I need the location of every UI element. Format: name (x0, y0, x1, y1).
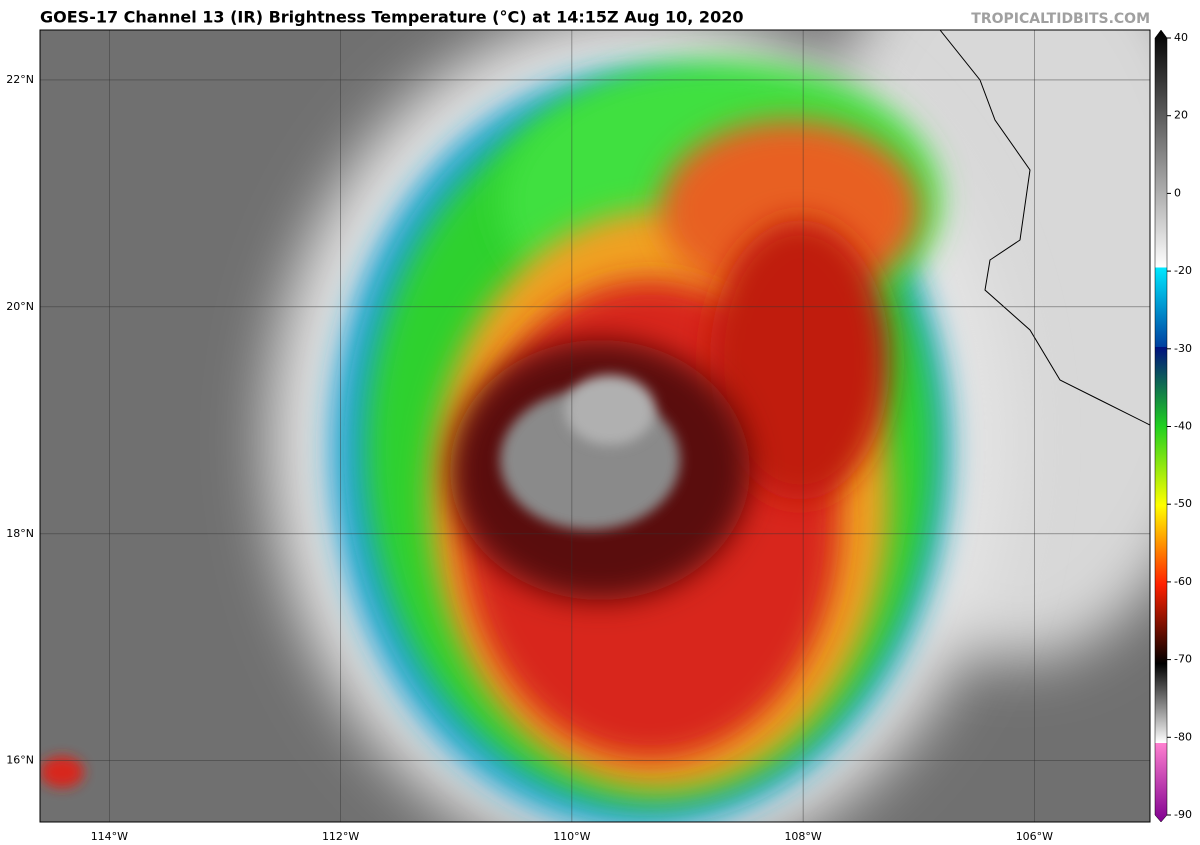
lon-label: 112°W (322, 830, 359, 843)
lat-label: 16°N (6, 754, 34, 767)
colorbar-label: -80 (1174, 730, 1192, 743)
lon-label: 108°W (784, 830, 821, 843)
title: GOES-17 Channel 13 (IR) Brightness Tempe… (40, 8, 743, 27)
colorbar-label: -40 (1174, 420, 1192, 433)
colorbar-label: 0 (1174, 186, 1181, 199)
lat-label: 18°N (6, 527, 34, 540)
colorbar-label: -70 (1174, 653, 1192, 666)
credit: TROPICALTIDBITS.COM (971, 11, 1150, 27)
cloud (40, 756, 84, 788)
colorbar (1154, 29, 1168, 823)
colorbar-label: -20 (1174, 264, 1192, 277)
colorbar-label: -50 (1174, 497, 1192, 510)
lon-label: 114°W (91, 830, 128, 843)
lat-label: 20°N (6, 300, 34, 313)
lon-label: 106°W (1016, 830, 1053, 843)
eye-region (565, 375, 655, 445)
colorbar-label: 20 (1174, 109, 1188, 122)
map-frame (39, 29, 1151, 823)
lon-label: 110°W (553, 830, 590, 843)
colorbar-label: -30 (1174, 342, 1192, 355)
colorbar-label: -90 (1174, 808, 1192, 821)
satellite-image (40, 30, 1150, 822)
coastline (939, 30, 1150, 426)
colorbar-label: 40 (1174, 31, 1188, 44)
colorbar-label: -60 (1174, 575, 1192, 588)
cloud (710, 220, 890, 500)
lat-label: 22°N (6, 73, 34, 86)
